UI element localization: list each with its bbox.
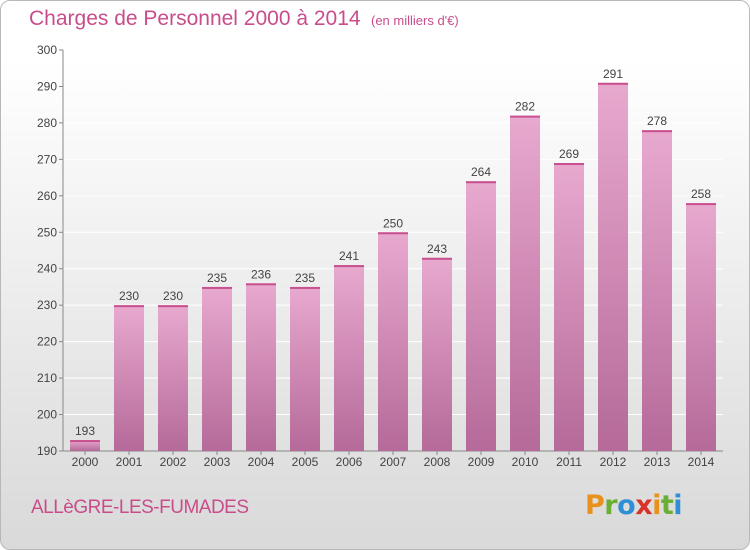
y-tick-label: 280	[37, 116, 57, 130]
chart-subtitle: (en milliers d'€)	[371, 13, 459, 28]
data-label: 235	[207, 271, 227, 285]
bar-cap	[598, 82, 628, 85]
data-label: 258	[691, 187, 711, 201]
bar	[554, 163, 584, 451]
bar	[290, 286, 320, 451]
bar-cap	[554, 163, 584, 166]
bar	[598, 82, 628, 452]
bar	[642, 130, 672, 451]
data-label: 282	[515, 100, 535, 114]
bar	[334, 265, 364, 451]
x-tick-label: 2005	[292, 455, 319, 469]
y-tick-label: 200	[37, 408, 57, 422]
bar-cap	[510, 115, 540, 118]
y-tick-label: 230	[37, 298, 57, 312]
bar-cap	[334, 265, 364, 268]
bar	[466, 181, 496, 451]
bar	[378, 232, 408, 451]
y-tick-label: 210	[37, 371, 57, 385]
chart-title: Charges de Personnel 2000 à 2014	[29, 7, 361, 30]
logo-letter: t	[660, 490, 674, 521]
bar-cap	[158, 305, 188, 308]
logo-letter: i	[673, 490, 683, 521]
x-tick-label: 2012	[600, 455, 627, 469]
data-label: 193	[75, 424, 95, 438]
logo-letter: r	[604, 490, 618, 521]
logo-letter: P	[585, 490, 605, 521]
data-label: 264	[471, 165, 491, 179]
bar-cap	[466, 181, 496, 184]
logo-letter: x	[635, 490, 653, 521]
labels: 193 2000 230 2001 230 2002 235 2003 236 2004 235 20…	[72, 67, 715, 469]
bar	[686, 203, 716, 451]
x-tick-label: 2004	[248, 455, 275, 469]
data-label: 278	[647, 114, 667, 128]
bar-cap	[290, 286, 320, 289]
y-tick-label: 260	[37, 189, 57, 203]
x-tick-label: 2014	[688, 455, 715, 469]
y-tick-label: 300	[37, 43, 57, 57]
bar	[114, 305, 144, 451]
data-label: 230	[163, 289, 183, 303]
x-tick-label: 2003	[204, 455, 231, 469]
x-tick-label: 2002	[160, 455, 187, 469]
x-tick-label: 2008	[424, 455, 451, 469]
data-label: 269	[559, 147, 579, 161]
bar	[70, 440, 100, 451]
data-label: 235	[295, 271, 315, 285]
y-tick-label: 190	[37, 444, 57, 458]
x-tick-label: 2006	[336, 455, 363, 469]
data-label: 250	[383, 216, 403, 230]
logo-letter: o	[617, 490, 636, 521]
bar	[202, 286, 232, 451]
data-label: 241	[339, 249, 359, 263]
data-label: 236	[251, 267, 271, 281]
y-tick-label: 250	[37, 225, 57, 239]
proxiti-logo: Proxiti	[585, 490, 683, 521]
data-label: 230	[119, 289, 139, 303]
x-tick-label: 2007	[380, 455, 407, 469]
x-tick-label: 2001	[116, 455, 143, 469]
data-label: 291	[603, 67, 623, 81]
bar-cap	[70, 440, 100, 443]
x-tick-label: 2010	[512, 455, 539, 469]
y-tick-label: 220	[37, 335, 57, 349]
data-label: 243	[427, 242, 447, 256]
bar-cap	[642, 130, 672, 133]
bar-cap	[202, 286, 232, 289]
x-tick-label: 2009	[468, 455, 495, 469]
bar-cap	[422, 257, 452, 260]
x-tick-label: 2013	[644, 455, 671, 469]
bar	[510, 115, 540, 452]
bar	[246, 283, 276, 451]
x-tick-label: 2000	[72, 455, 99, 469]
bar-cap	[246, 283, 276, 286]
y-tick-label: 240	[37, 262, 57, 276]
bar-cap	[686, 203, 716, 206]
y-tick-label: 270	[37, 152, 57, 166]
logo-letter: i	[652, 490, 661, 521]
bar-cap	[378, 232, 408, 235]
commune-name: ALLèGRE-LES-FUMADES	[31, 497, 249, 518]
bar-cap	[114, 305, 144, 308]
bar	[422, 257, 452, 451]
x-tick-label: 2011	[556, 455, 582, 469]
y-tick-label: 290	[37, 79, 57, 93]
bars	[70, 82, 716, 452]
bar	[158, 305, 188, 451]
